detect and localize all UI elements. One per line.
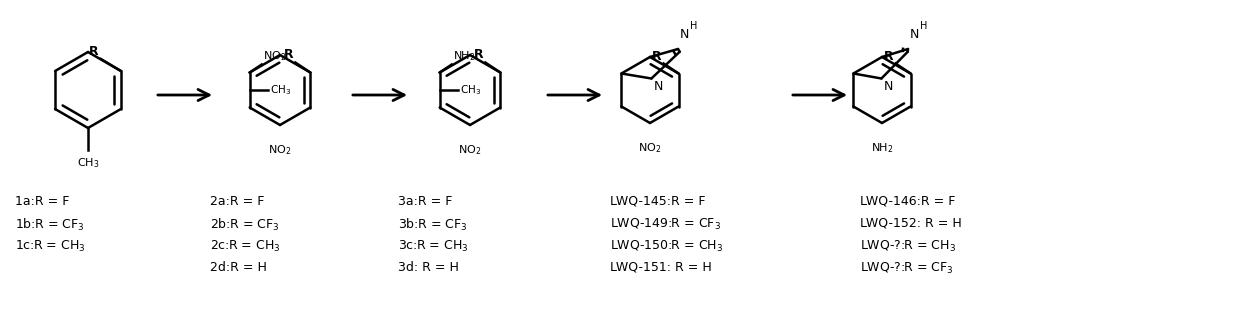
Text: LWQ-?:R = CF$_3$: LWQ-?:R = CF$_3$ [861,261,954,276]
Text: 3c:R = CH$_3$: 3c:R = CH$_3$ [398,239,469,254]
Text: R: R [89,45,99,58]
Text: CH$_3$: CH$_3$ [460,83,481,97]
Text: 3d: R = H: 3d: R = H [398,261,459,274]
Text: 3b:R = CF$_3$: 3b:R = CF$_3$ [398,217,467,233]
Text: 1b:R = CF$_3$: 1b:R = CF$_3$ [15,217,84,233]
Text: N: N [680,28,689,41]
Text: LWQ-150:R = CH$_3$: LWQ-150:R = CH$_3$ [610,239,723,254]
Text: CH$_3$: CH$_3$ [269,83,291,97]
Text: NO$_2$: NO$_2$ [263,50,286,64]
Text: CH$_3$: CH$_3$ [77,156,99,170]
Text: 2b:R = CF$_3$: 2b:R = CF$_3$ [210,217,279,233]
Text: LWQ-?:R = CH$_3$: LWQ-?:R = CH$_3$ [861,239,956,254]
Text: N: N [883,81,893,94]
Text: H: H [920,21,928,31]
Text: LWQ-152: R = H: LWQ-152: R = H [861,217,962,230]
Text: R: R [474,49,484,61]
Text: R: R [284,49,294,61]
Text: LWQ-146:R = F: LWQ-146:R = F [861,195,955,208]
Text: LWQ-151: R = H: LWQ-151: R = H [610,261,712,274]
Text: N: N [910,28,919,41]
Text: 3a:R = F: 3a:R = F [398,195,453,208]
Text: H: H [689,21,697,31]
Text: LWQ-149:R = CF$_3$: LWQ-149:R = CF$_3$ [610,217,720,232]
Text: NH$_2$: NH$_2$ [453,50,475,64]
Text: N: N [653,81,663,94]
Text: R: R [884,49,894,62]
Text: NO$_2$: NO$_2$ [268,143,291,157]
Text: NO$_2$: NO$_2$ [459,143,481,157]
Text: 1c:R = CH$_3$: 1c:R = CH$_3$ [15,239,86,254]
Text: 1a:R = F: 1a:R = F [15,195,69,208]
Text: 2a:R = F: 2a:R = F [210,195,264,208]
Text: R: R [652,49,662,62]
Text: 2d:R = H: 2d:R = H [210,261,267,274]
Text: LWQ-145:R = F: LWQ-145:R = F [610,195,706,208]
Text: 2c:R = CH$_3$: 2c:R = CH$_3$ [210,239,280,254]
Text: NH$_2$: NH$_2$ [870,141,893,155]
Text: NO$_2$: NO$_2$ [639,141,662,155]
